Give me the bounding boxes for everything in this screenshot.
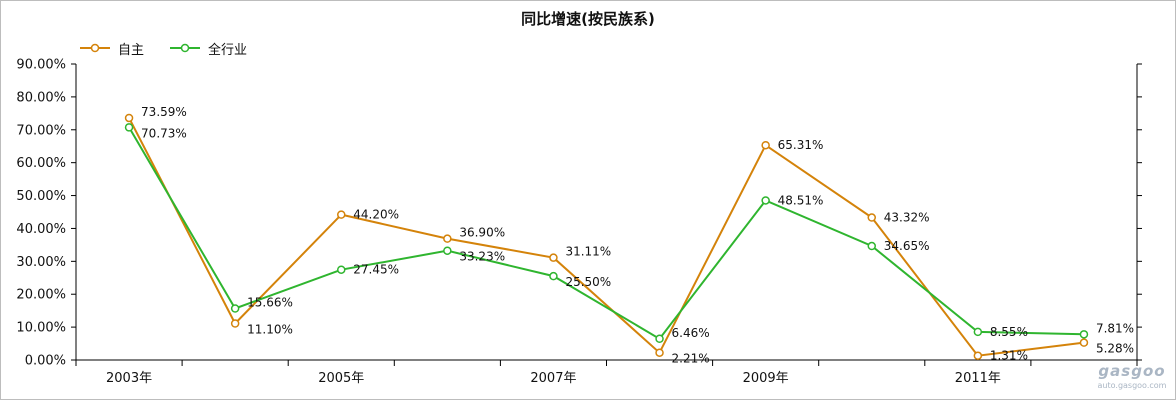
- legend-marker-zizhu: [80, 43, 110, 53]
- data-label-0: 5.28%: [1096, 342, 1134, 356]
- data-label-0: 44.20%: [353, 208, 399, 222]
- watermark-logo: gasgoo: [1098, 362, 1166, 380]
- data-label-1: 7.81%: [1096, 321, 1134, 335]
- data-point-0: [549, 253, 558, 262]
- data-label-1: 34.65%: [884, 239, 930, 253]
- x-tick-label: 2011年: [955, 371, 1001, 386]
- x-tick-label: 2007年: [530, 371, 576, 386]
- data-label-0: 1.31%: [990, 349, 1028, 363]
- data-point-1: [973, 327, 983, 337]
- y-tick-label: 50.00%: [16, 189, 66, 204]
- data-label-0: 43.32%: [884, 211, 930, 225]
- data-point-0: [230, 319, 240, 328]
- data-label-1: 25.50%: [565, 275, 611, 289]
- legend-item-quanhangye: 全行业: [170, 39, 247, 58]
- x-tick-label: 2009年: [743, 371, 789, 386]
- data-point-0: [973, 351, 983, 360]
- data-point-1: [549, 271, 558, 281]
- data-point-1: [124, 123, 134, 132]
- data-point-1: [655, 334, 664, 344]
- x-tick-label: 2003年: [106, 371, 152, 386]
- data-point-0: [867, 213, 876, 222]
- data-point-0: [443, 234, 452, 243]
- y-tick-label: 30.00%: [16, 255, 66, 270]
- data-point-1: [230, 304, 240, 313]
- y-tick-label: 80.00%: [16, 90, 66, 105]
- data-label-0: 11.10%: [247, 322, 293, 336]
- y-tick-label: 0.00%: [25, 354, 66, 369]
- chart-title: 同比增速(按民族系): [521, 10, 655, 28]
- data-point-1: [337, 265, 346, 274]
- y-tick-label: 90.00%: [16, 58, 66, 73]
- y-tick-label: 60.00%: [16, 156, 66, 171]
- data-point-0: [655, 348, 664, 357]
- legend: 自主 全行业: [80, 38, 273, 58]
- y-tick-label: 10.00%: [16, 321, 66, 336]
- data-point-1: [1079, 330, 1089, 339]
- y-tick-label: 70.00%: [16, 123, 66, 138]
- series-line-1: [128, 126, 1084, 341]
- data-point-0: [1079, 338, 1089, 347]
- data-label-1: 27.45%: [353, 263, 399, 277]
- x-tick-label: 2005年: [318, 371, 364, 386]
- data-label-1: 48.51%: [778, 193, 824, 207]
- data-label-0: 31.11%: [565, 245, 611, 259]
- legend-marker-quanhangye: [170, 43, 201, 53]
- data-point-0: [337, 210, 346, 219]
- data-label-1: 15.66%: [247, 295, 293, 309]
- y-tick-label: 20.00%: [16, 288, 66, 303]
- data-point-1: [867, 241, 876, 251]
- series-line-0: [128, 117, 1085, 357]
- legend-item-zizhu: 自主: [80, 39, 144, 58]
- data-label-0: 36.90%: [459, 226, 505, 240]
- data-point-1: [443, 246, 452, 255]
- data-point-0: [124, 113, 134, 123]
- watermark-url: auto.gasgoo.com: [1097, 381, 1167, 390]
- legend-label-zizhu: 自主: [118, 42, 145, 58]
- y-tick-label: 40.00%: [16, 222, 66, 237]
- data-label-1: 6.46%: [672, 326, 710, 340]
- data-label-1: 8.55%: [990, 325, 1028, 339]
- data-label-1: 70.73%: [141, 126, 187, 140]
- data-point-0: [761, 140, 770, 150]
- data-label-0: 2.21%: [672, 352, 710, 366]
- legend-label-quanhangye: 全行业: [208, 42, 248, 58]
- data-label-0: 65.31%: [778, 138, 824, 152]
- data-point-1: [761, 196, 770, 205]
- data-label-1: 33.23%: [459, 250, 505, 264]
- data-label-0: 73.59%: [141, 105, 187, 119]
- watermark: gasgoo auto.gasgoo.com: [1092, 362, 1172, 390]
